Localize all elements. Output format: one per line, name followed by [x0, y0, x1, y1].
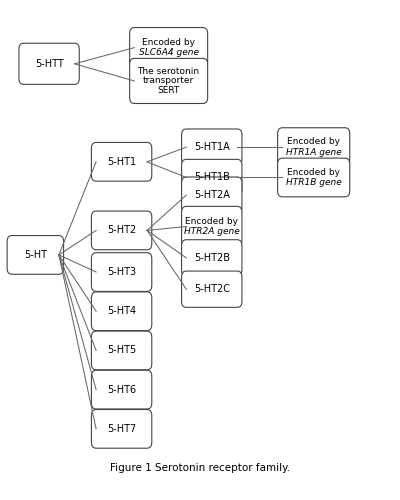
FancyBboxPatch shape: [19, 43, 79, 84]
Text: HTR1B gene: HTR1B gene: [286, 178, 342, 187]
FancyBboxPatch shape: [182, 240, 242, 276]
FancyBboxPatch shape: [92, 142, 152, 181]
Text: 5-HT3: 5-HT3: [107, 267, 136, 277]
FancyBboxPatch shape: [92, 331, 152, 370]
Text: 5-HT1A: 5-HT1A: [194, 142, 230, 152]
Text: 5-HT2: 5-HT2: [107, 226, 136, 235]
Text: HTR1A gene: HTR1A gene: [286, 148, 342, 156]
Text: 5-HT: 5-HT: [24, 250, 47, 260]
Text: The serotonin: The serotonin: [138, 67, 200, 76]
Text: 5-HT2C: 5-HT2C: [194, 284, 230, 294]
Text: Encoded by: Encoded by: [287, 168, 340, 177]
Text: transporter: transporter: [143, 76, 194, 86]
Text: Encoded by: Encoded by: [287, 138, 340, 146]
FancyBboxPatch shape: [7, 236, 64, 275]
FancyBboxPatch shape: [92, 410, 152, 448]
FancyBboxPatch shape: [130, 28, 208, 68]
Text: 5-HT4: 5-HT4: [107, 306, 136, 316]
Text: Encoded by: Encoded by: [142, 38, 195, 47]
FancyBboxPatch shape: [182, 129, 242, 165]
FancyBboxPatch shape: [182, 160, 242, 196]
Text: 5-HT1B: 5-HT1B: [194, 172, 230, 182]
FancyBboxPatch shape: [92, 211, 152, 250]
FancyBboxPatch shape: [92, 370, 152, 409]
Text: HTR2A gene: HTR2A gene: [184, 227, 240, 236]
Text: 5-HT5: 5-HT5: [107, 346, 136, 356]
FancyBboxPatch shape: [92, 292, 152, 331]
Text: 5-HT6: 5-HT6: [107, 384, 136, 394]
Text: Encoded by: Encoded by: [185, 217, 238, 226]
Text: Figure 1 Serotonin receptor family.: Figure 1 Serotonin receptor family.: [110, 463, 290, 473]
Text: 5-HT2A: 5-HT2A: [194, 190, 230, 200]
FancyBboxPatch shape: [278, 128, 350, 166]
Text: 5-HT2B: 5-HT2B: [194, 253, 230, 263]
FancyBboxPatch shape: [182, 271, 242, 308]
FancyBboxPatch shape: [278, 158, 350, 197]
FancyBboxPatch shape: [92, 252, 152, 292]
Text: 5-HT7: 5-HT7: [107, 424, 136, 434]
FancyBboxPatch shape: [182, 177, 242, 213]
FancyBboxPatch shape: [182, 206, 242, 246]
Text: 5-HT1: 5-HT1: [107, 157, 136, 167]
FancyBboxPatch shape: [130, 58, 208, 104]
Text: SERT: SERT: [158, 86, 180, 95]
Text: 5-HTT: 5-HTT: [35, 59, 64, 69]
Text: SLC6A4 gene: SLC6A4 gene: [139, 48, 199, 58]
